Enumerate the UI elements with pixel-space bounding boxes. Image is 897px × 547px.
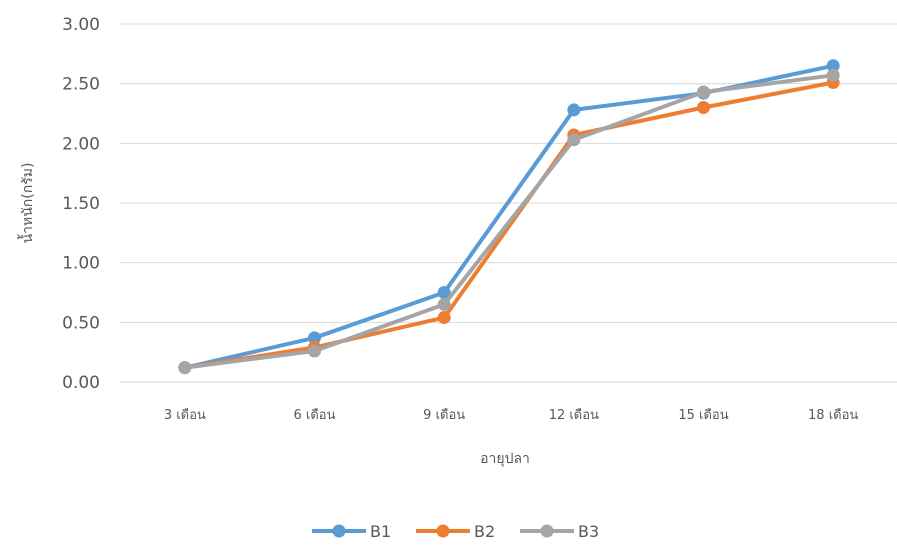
data-point bbox=[567, 133, 581, 147]
x-tick-label: 12 เดือน bbox=[549, 407, 599, 423]
y-axis-ticks: 0.00 0.50 1.00 1.50 2.00 2.50 3.00 bbox=[62, 15, 100, 393]
legend-swatch-marker bbox=[332, 524, 346, 538]
x-axis-ticks: 3 เดือน 6 เดือน 9 เดือน 12 เดือน 15 เดือน 18 … bbox=[164, 407, 859, 423]
data-point bbox=[567, 103, 581, 117]
x-tick-label: 3 เดือน bbox=[164, 407, 206, 423]
x-tick-label: 15 เดือน bbox=[678, 407, 728, 423]
series-lines bbox=[178, 59, 840, 375]
data-point bbox=[308, 344, 321, 358]
data-point bbox=[826, 59, 840, 73]
legend-swatch-marker bbox=[540, 524, 554, 538]
y-tick-label: 2.50 bbox=[62, 75, 100, 95]
legend-item-b3: B3 bbox=[520, 522, 599, 541]
data-point bbox=[437, 297, 451, 311]
legend-swatch-marker bbox=[436, 524, 450, 538]
legend-item-b2: B2 bbox=[416, 522, 495, 541]
x-tick-label: 6 เดือน bbox=[294, 407, 336, 423]
series-line bbox=[182, 80, 836, 370]
x-tick-label: 9 เดือน bbox=[423, 407, 465, 423]
y-tick-label: 0.50 bbox=[62, 313, 100, 333]
y-tick-label: 2.00 bbox=[62, 134, 100, 154]
data-point bbox=[308, 331, 321, 345]
legend-label: B1 bbox=[370, 522, 391, 541]
gridlines bbox=[120, 23, 897, 383]
y-tick-label: 1.50 bbox=[62, 194, 100, 214]
data-point bbox=[178, 361, 192, 375]
data-point bbox=[437, 286, 451, 299]
series-line bbox=[182, 73, 836, 370]
data-point bbox=[826, 68, 840, 82]
y-tick-label: 3.00 bbox=[62, 15, 100, 35]
x-tick-label: 18 เดือน bbox=[808, 407, 858, 423]
y-tick-label: 1.00 bbox=[62, 254, 100, 274]
data-point bbox=[697, 85, 710, 99]
data-point bbox=[697, 101, 710, 115]
x-axis-title: อายุปลา bbox=[480, 451, 530, 467]
data-point bbox=[437, 311, 451, 325]
y-axis-title: น้ำหนัก(กรัม) bbox=[17, 163, 36, 244]
legend-label: B3 bbox=[578, 522, 599, 541]
series-b1 bbox=[178, 59, 840, 375]
legend: B1 B2 B3 bbox=[312, 522, 599, 541]
legend-label: B2 bbox=[474, 522, 495, 541]
y-tick-label: 0.00 bbox=[62, 373, 100, 393]
legend-item-b1: B1 bbox=[312, 522, 391, 541]
series-b3 bbox=[178, 68, 840, 375]
